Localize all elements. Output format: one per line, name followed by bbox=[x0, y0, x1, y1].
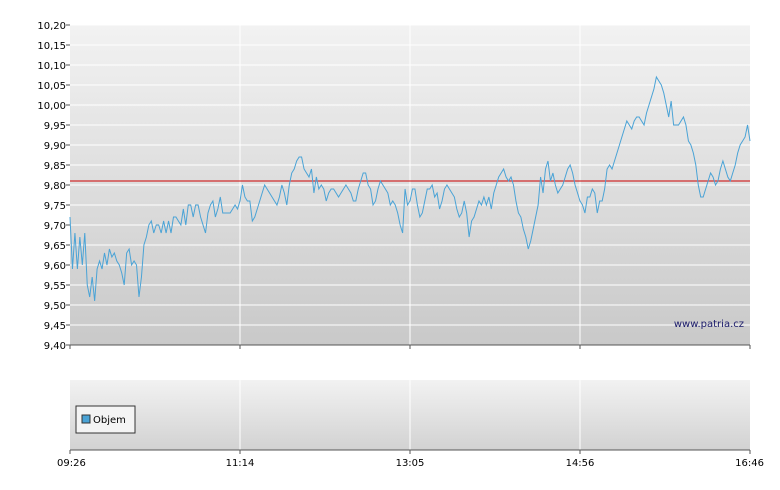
x-tick-label: 13:05 bbox=[396, 458, 425, 469]
price-x-axis-ticks bbox=[69, 345, 751, 349]
y-tick-label: 9,90 bbox=[44, 141, 66, 152]
watermark: www.patria.cz bbox=[674, 319, 744, 330]
y-tick-label: 9,70 bbox=[44, 221, 66, 232]
y-tick-label: 10,10 bbox=[37, 61, 66, 72]
y-tick-label: 9,60 bbox=[44, 261, 66, 272]
y-tick-label: 9,80 bbox=[44, 181, 66, 192]
volume-legend: Objem bbox=[75, 405, 136, 434]
legend-swatch bbox=[81, 414, 91, 424]
y-tick-label: 9,85 bbox=[44, 161, 66, 172]
volume-x-axis-ticks bbox=[69, 450, 751, 454]
time-x-axis-labels: 09:26 11:14 13:05 14:56 16:46 bbox=[57, 458, 764, 469]
y-tick-label: 9,50 bbox=[44, 301, 66, 312]
price-series-line bbox=[69, 75, 751, 302]
y-tick-label: 9,75 bbox=[44, 201, 66, 212]
price-v-gridlines bbox=[239, 25, 581, 345]
y-tick-label: 10,00 bbox=[37, 101, 66, 112]
y-tick-label: 9,65 bbox=[44, 241, 66, 252]
y-tick-label: 9,55 bbox=[44, 281, 66, 292]
y-tick-label: 10,15 bbox=[37, 41, 66, 52]
x-tick-label: 09:26 bbox=[57, 458, 86, 469]
y-tick-label: 10,20 bbox=[37, 21, 66, 32]
y-tick-label: 9,40 bbox=[44, 341, 66, 352]
price-y-axis: 9,40 9,45 9,50 9,55 9,60 9,65 9,70 9,75 9,80 9,85… bbox=[37, 21, 70, 352]
y-tick-label: 10,05 bbox=[37, 81, 66, 92]
x-tick-label: 14:56 bbox=[566, 458, 595, 469]
y-tick-label: 9,95 bbox=[44, 121, 66, 132]
y-tick-label: 9,45 bbox=[44, 321, 66, 332]
x-tick-label: 16:46 bbox=[735, 458, 764, 469]
x-tick-label: 11:14 bbox=[226, 458, 255, 469]
volume-v-gridlines bbox=[239, 380, 581, 450]
legend-entry-objem: Objem bbox=[93, 415, 126, 426]
